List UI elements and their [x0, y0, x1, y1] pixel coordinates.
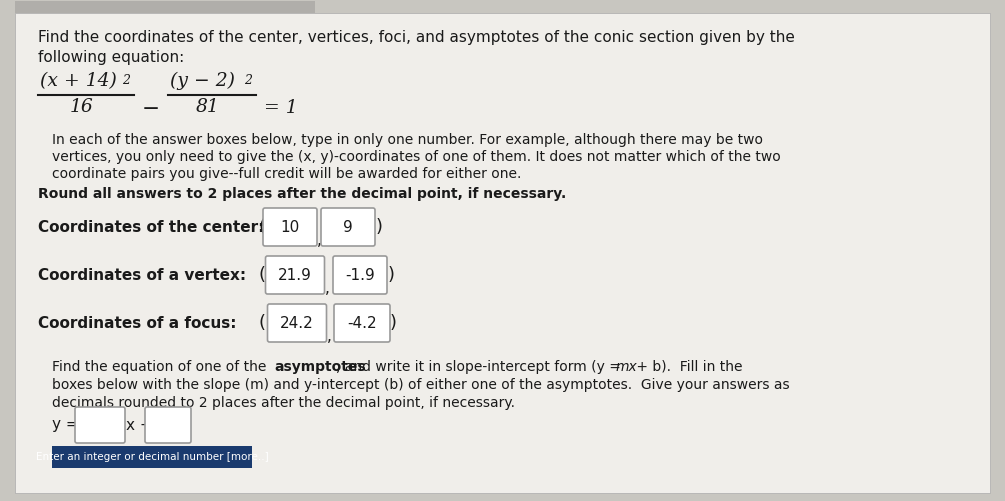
Text: y =: y =	[52, 417, 78, 432]
Text: (: (	[258, 218, 265, 236]
Text: decimals rounded to 2 places after the decimal point, if necessary.: decimals rounded to 2 places after the d…	[52, 396, 515, 410]
Text: ,: ,	[327, 329, 332, 344]
Text: ): )	[388, 266, 395, 284]
Text: ,: ,	[317, 233, 322, 248]
Text: ): )	[390, 314, 397, 332]
FancyBboxPatch shape	[265, 256, 325, 294]
FancyBboxPatch shape	[15, 13, 990, 493]
FancyBboxPatch shape	[267, 304, 327, 342]
Text: 10: 10	[280, 219, 299, 234]
FancyBboxPatch shape	[15, 1, 315, 13]
Text: 9: 9	[343, 219, 353, 234]
Text: Coordinates of the center:: Coordinates of the center:	[38, 219, 264, 234]
FancyBboxPatch shape	[334, 304, 390, 342]
Text: −: −	[142, 99, 160, 119]
Text: , and write it in slope-intercept form (y =: , and write it in slope-intercept form (…	[336, 360, 625, 374]
Text: = 1: = 1	[264, 99, 297, 117]
Text: boxes below with the slope (m) and y-intercept (b) of either one of the asymptot: boxes below with the slope (m) and y-int…	[52, 378, 790, 392]
Text: coordinate pairs you give--full credit will be awarded for either one.: coordinate pairs you give--full credit w…	[52, 167, 522, 181]
Text: 21.9: 21.9	[278, 268, 312, 283]
Text: Coordinates of a vertex:: Coordinates of a vertex:	[38, 268, 246, 283]
Text: Enter an integer or decimal number [more..]: Enter an integer or decimal number [more…	[35, 452, 268, 462]
Text: Find the equation of one of the: Find the equation of one of the	[52, 360, 270, 374]
Text: 24.2: 24.2	[280, 316, 314, 331]
Text: ,: ,	[325, 281, 330, 296]
Text: (x + 14): (x + 14)	[40, 72, 117, 90]
FancyBboxPatch shape	[52, 446, 252, 468]
Text: Round all answers to 2 places after the decimal point, if necessary.: Round all answers to 2 places after the …	[38, 187, 566, 201]
Text: (: (	[258, 266, 265, 284]
FancyBboxPatch shape	[321, 208, 375, 246]
Text: ): )	[376, 218, 383, 236]
Text: 2: 2	[122, 74, 130, 87]
Text: asymptotes: asymptotes	[274, 360, 366, 374]
Text: vertices, you only need to give the (x, y)-coordinates of one of them. It does n: vertices, you only need to give the (x, …	[52, 150, 781, 164]
Text: 16: 16	[70, 98, 93, 116]
Text: (y − 2): (y − 2)	[170, 72, 235, 90]
Text: Coordinates of a focus:: Coordinates of a focus:	[38, 316, 236, 331]
Text: -4.2: -4.2	[347, 316, 377, 331]
Text: In each of the answer boxes below, type in only one number. For example, althoug: In each of the answer boxes below, type …	[52, 133, 763, 147]
Text: -1.9: -1.9	[345, 268, 375, 283]
FancyBboxPatch shape	[263, 208, 317, 246]
Text: following equation:: following equation:	[38, 50, 184, 65]
Text: 81: 81	[196, 98, 220, 116]
FancyBboxPatch shape	[145, 407, 191, 443]
FancyBboxPatch shape	[333, 256, 387, 294]
Text: + b).  Fill in the: + b). Fill in the	[632, 360, 743, 374]
Text: Find the coordinates of the center, vertices, foci, and asymptotes of the conic : Find the coordinates of the center, vert…	[38, 30, 795, 45]
Text: (: (	[258, 314, 265, 332]
FancyBboxPatch shape	[75, 407, 125, 443]
Text: 2: 2	[244, 74, 252, 87]
Text: x +: x +	[126, 417, 153, 432]
Text: mx: mx	[616, 360, 638, 374]
